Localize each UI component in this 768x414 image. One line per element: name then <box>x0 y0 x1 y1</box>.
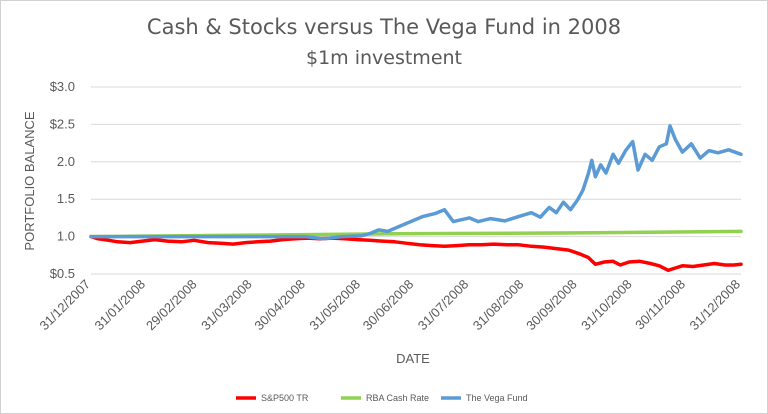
x-tick-label: 31/12/2007 <box>36 277 93 334</box>
x-tick-label: 30/09/2008 <box>523 277 580 334</box>
y-tick-labels: $0.5 1.0 1.5 2.0 $2.5 $3.0 <box>50 79 75 281</box>
x-tick-label: 30/04/2008 <box>251 277 308 334</box>
legend-label: The Vega Fund <box>466 393 528 403</box>
x-tick-labels: 31/12/200731/01/200829/02/200831/03/2008… <box>36 277 743 334</box>
y-tick-label: $0.5 <box>50 266 75 281</box>
x-tick-label: 29/02/2008 <box>143 277 200 334</box>
y-tick-label: $3.0 <box>50 79 75 94</box>
x-tick-label: 31/01/2008 <box>92 277 149 334</box>
x-axis-title: DATE <box>396 351 430 366</box>
legend-label: S&P500 TR <box>261 393 309 403</box>
x-tick-label: 31/08/2008 <box>470 277 527 334</box>
legend: S&P500 TR RBA Cash Rate The Vega Fund <box>236 393 528 403</box>
legend-label: RBA Cash Rate <box>366 393 429 403</box>
x-tick-label: 30/11/2008 <box>632 277 688 333</box>
series-lines <box>89 124 743 273</box>
series-line-0 <box>89 234 743 273</box>
x-tick-label: 31/05/2008 <box>306 277 363 334</box>
x-tick-label: 31/03/2008 <box>198 277 255 334</box>
y-tick-label: 2.0 <box>57 154 75 169</box>
chart-title: Cash & Stocks versus The Vega Fund in 20… <box>147 15 621 39</box>
x-tick-label: 31/12/2008 <box>686 277 743 334</box>
x-tick-label: 31/07/2008 <box>415 277 472 334</box>
series-line-2 <box>89 124 743 241</box>
y-tick-label: 1.0 <box>57 229 75 244</box>
x-tick-label: 31/10/2008 <box>578 277 635 334</box>
y-axis-title: PORTFOLIO BALANCE <box>22 111 37 251</box>
x-tick-label: 30/06/2008 <box>360 277 417 334</box>
chart-subtitle: $1m investment <box>306 47 462 69</box>
y-tick-label: 1.5 <box>57 191 75 206</box>
y-tick-label: $2.5 <box>50 116 75 131</box>
